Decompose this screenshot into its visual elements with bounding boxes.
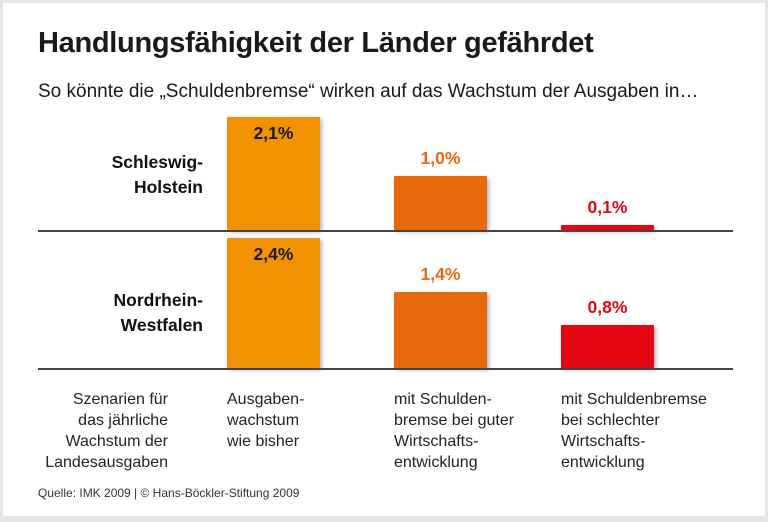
category-label: mit Schuldenbremse bei schlechter Wirtsc…	[561, 391, 707, 471]
data-label: 0,1%	[587, 196, 628, 217]
data-label: 1,0%	[420, 148, 461, 168]
baseline	[38, 368, 733, 370]
bar	[561, 224, 654, 230]
baseline	[38, 230, 733, 232]
data-label: 2,1%	[253, 122, 294, 143]
bar	[561, 324, 654, 368]
source-note: Quelle: IMK 2009 | © Hans-Böckler-Stiftu…	[38, 486, 300, 500]
data-label: 0,8%	[587, 296, 628, 317]
data-label: 2,4%	[253, 244, 294, 265]
bar	[394, 292, 487, 368]
group-label: Schleswig- Holstein	[111, 152, 203, 197]
chart-frame: Handlungsfähigkeit der Länder gefährdet …	[3, 3, 765, 516]
chart-subtitle: So könnte die „Schuldenbremse“ wirken au…	[38, 81, 699, 102]
bar	[227, 116, 320, 230]
bar	[394, 176, 487, 230]
group-label: Nordrhein- Westfalen	[113, 290, 203, 335]
row-header-label: Szenarien für das jährliche Wachstum der…	[45, 391, 168, 471]
category-label: mit Schulden- bremse bei guter Wirtschaf…	[394, 391, 515, 471]
bar	[227, 238, 320, 368]
data-label: 1,4%	[420, 264, 461, 285]
chart-title: Handlungsfähigkeit der Länder gefährdet	[38, 27, 594, 59]
category-label: Ausgaben- wachstum wie bisher	[227, 391, 305, 450]
